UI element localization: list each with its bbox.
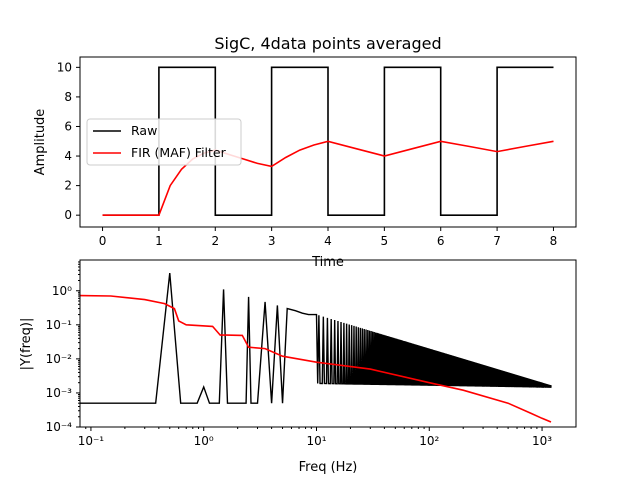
y-tick-label: 0	[64, 208, 72, 222]
y-tick-label: 2	[64, 179, 72, 193]
time-domain-chart: SigC, 4data points averaged Amplitude Ti…	[33, 34, 577, 270]
x-tick-label: 8	[550, 234, 558, 248]
x-tick-label: 0	[99, 234, 107, 248]
x-tick-label: 10⁰	[194, 434, 214, 448]
y-tick-label: 8	[64, 90, 72, 104]
y-tick-label: 10	[57, 60, 72, 74]
plot-frame	[79, 259, 577, 428]
plot-frame	[79, 56, 577, 228]
y-tick-label: 6	[64, 119, 72, 133]
legend-box	[86, 118, 242, 166]
y-tick-label: 10⁻⁴	[46, 420, 73, 434]
series-line-filter-spectrum	[79, 294, 552, 423]
y-tick-label: 10⁻²	[46, 352, 73, 366]
y-axis-label: |Y(freq)|	[19, 318, 34, 371]
y-tick-label: 4	[64, 149, 72, 163]
x-tick-label: 10³	[532, 434, 552, 448]
x-tick-label: 7	[493, 234, 501, 248]
frequency-domain-chart: |Y(freq)| Freq (Hz) 10⁻¹ 10⁰ 10¹ 10² 10³ 10⁻⁴…	[19, 259, 577, 475]
x-tick-label: 10¹	[306, 434, 326, 448]
x-tick-label: 3	[268, 234, 276, 248]
y-tick-label: 10⁻³	[46, 386, 73, 400]
x-tick-label: 5	[381, 234, 389, 248]
x-tick-label: 1	[155, 234, 163, 248]
x-tick-label: 10⁻¹	[78, 434, 105, 448]
legend-label: Raw	[131, 123, 157, 138]
y-tick-label: 10⁻¹	[46, 318, 73, 332]
x-axis-label: Freq (Hz)	[299, 460, 358, 475]
x-axis-label: Time	[311, 255, 344, 270]
axis-ticks: 0 1 2 3 4 5 6 7 8 0 2 4 6 8 10	[57, 60, 558, 248]
y-axis-label: Amplitude	[33, 109, 48, 176]
legend-label: FIR (MAF) Filter	[131, 145, 227, 160]
chart-title: SigC, 4data points averaged	[214, 34, 441, 53]
plot-lines	[79, 273, 552, 423]
y-tick-label: 10⁰	[52, 284, 72, 298]
series-line-raw-spectrum	[80, 273, 552, 404]
x-tick-label: 2	[211, 234, 219, 248]
x-tick-label: 10²	[419, 434, 439, 448]
x-tick-label: 6	[437, 234, 445, 248]
x-tick-label: 4	[324, 234, 332, 248]
legend: Raw FIR (MAF) Filter	[86, 118, 242, 166]
